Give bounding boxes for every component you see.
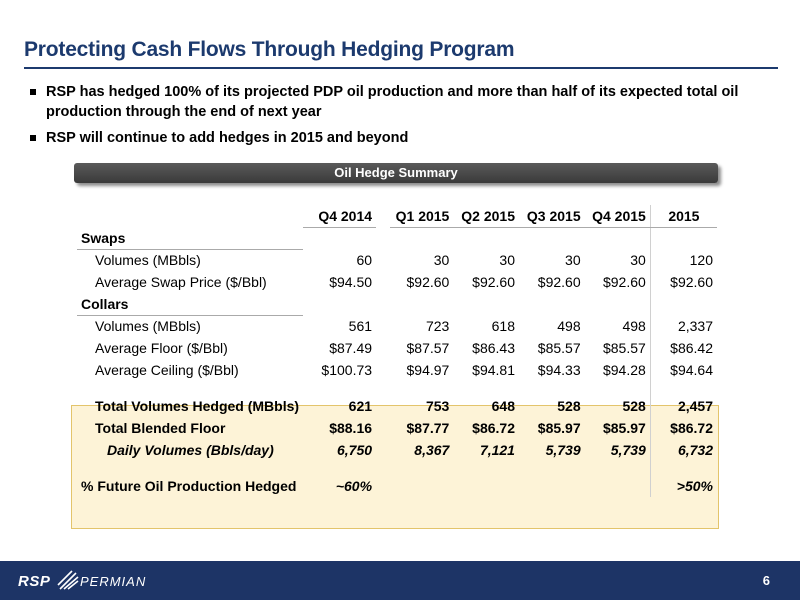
- cell: $85.57: [602, 340, 646, 356]
- cell: 8,367: [414, 442, 450, 458]
- hedge-table: Q4 2014 Q1 2015 Q2 2015 Q3 2015 Q4 2015 …: [77, 205, 717, 497]
- cell: $94.97: [406, 362, 450, 378]
- bullet-square-icon: [30, 89, 36, 95]
- column-header: Q1 2015: [389, 205, 454, 228]
- cell: 498: [557, 318, 581, 334]
- cell: $86.42: [649, 337, 717, 359]
- table-row: Volumes (MBbls) 60 30 30 30 30 120: [77, 249, 717, 271]
- cell: 2,337: [649, 315, 717, 337]
- cell: $94.33: [537, 362, 581, 378]
- cell: $94.28: [602, 362, 646, 378]
- cell: 30: [630, 252, 646, 268]
- section-row-swaps: Swaps: [77, 227, 717, 250]
- title-divider: [24, 67, 778, 69]
- rsp-permian-logo: RSP PERMIAN: [16, 569, 156, 593]
- cell: $92.60: [649, 271, 717, 293]
- cell: 618: [491, 318, 515, 334]
- row-label: Volumes (MBbls): [95, 252, 201, 269]
- cell: $94.64: [649, 359, 717, 381]
- cell: >50%: [649, 475, 717, 497]
- column-header: Q4 2015: [584, 205, 651, 228]
- row-label: Total Volumes Hedged (MBbls): [95, 398, 300, 414]
- cell: 120: [649, 249, 717, 271]
- cell: $85.57: [537, 340, 581, 356]
- cell: $92.60: [602, 274, 646, 290]
- table-header-row: Q4 2014 Q1 2015 Q2 2015 Q3 2015 Q4 2015 …: [77, 205, 717, 228]
- cell: 528: [622, 398, 646, 414]
- cell: 30: [433, 252, 450, 268]
- column-header: Q4 2014: [303, 205, 377, 228]
- column-header: Q2 2015: [453, 205, 519, 228]
- bullet-item: RSP has hedged 100% of its projected PDP…: [28, 82, 768, 122]
- row-label: Total Blended Floor: [95, 420, 226, 436]
- cell: 30: [565, 252, 581, 268]
- cell: 5,739: [610, 442, 646, 458]
- logo-rsp-text: RSP: [18, 573, 51, 590]
- bullet-square-icon: [30, 135, 36, 141]
- section-row-collars: Collars: [77, 293, 717, 316]
- cell: 621: [348, 398, 373, 414]
- row-label: Average Swap Price ($/Bbl): [95, 274, 267, 290]
- cell: 60: [356, 252, 373, 268]
- cell: 30: [499, 252, 515, 268]
- row-label: Daily Volumes (Bbls/day): [107, 442, 274, 458]
- row-label: Volumes (MBbls): [95, 318, 201, 335]
- row-label: Average Ceiling ($/Bbl): [95, 362, 239, 378]
- cell: $94.50: [329, 274, 373, 290]
- cell: 561: [348, 318, 373, 334]
- cell: $86.72: [472, 420, 515, 436]
- cell: $92.60: [537, 274, 581, 290]
- cell: $87.57: [406, 340, 450, 356]
- cell: 498: [622, 318, 646, 334]
- cell: 2,457: [649, 395, 717, 417]
- table-row: Volumes (MBbls) 561 723 618 498 498 2,33…: [77, 315, 717, 337]
- bullet-item: RSP will continue to add hedges in 2015 …: [28, 128, 768, 148]
- cell: ~60%: [335, 478, 373, 494]
- cell: 753: [425, 398, 450, 414]
- table-row: Average Swap Price ($/Bbl) $94.50 $92.60…: [77, 271, 717, 293]
- cell: $85.97: [602, 420, 646, 436]
- cell: 723: [425, 318, 450, 334]
- column-header: 2015: [649, 205, 717, 228]
- cell: $85.97: [537, 420, 581, 436]
- daily-volumes-row: Daily Volumes (Bbls/day) 6,750 8,367 7,1…: [77, 439, 717, 461]
- cell: 6,732: [649, 439, 717, 461]
- table-row: Average Floor ($/Bbl) $87.49 $87.57 $86.…: [77, 337, 717, 359]
- page-title: Protecting Cash Flows Through Hedging Pr…: [24, 38, 515, 61]
- section-label: Swaps: [77, 227, 304, 250]
- row-label: Average Floor ($/Bbl): [95, 340, 228, 356]
- row-label: % Future Oil Production Hedged: [81, 478, 297, 494]
- total-volumes-row: Total Volumes Hedged (MBbls) 621 753 648…: [77, 395, 717, 417]
- cell: 5,739: [545, 442, 581, 458]
- cell: $87.77: [406, 420, 450, 436]
- bullet-text: RSP has hedged 100% of its projected PDP…: [46, 84, 739, 120]
- logo-burst-icon: [57, 570, 79, 590]
- total-blended-floor-row: Total Blended Floor $88.16 $87.77 $86.72…: [77, 417, 717, 439]
- oil-hedge-summary-banner: Oil Hedge Summary: [74, 163, 718, 183]
- logo-permian-text: PERMIAN: [80, 574, 147, 589]
- cell: $100.73: [321, 362, 373, 378]
- footer-bar: RSP PERMIAN 6: [0, 561, 800, 600]
- bullet-text: RSP will continue to add hedges in 2015 …: [46, 130, 409, 146]
- cell: $94.81: [472, 362, 515, 378]
- cell: 648: [491, 398, 515, 414]
- cell: $92.60: [472, 274, 515, 290]
- cell: 7,121: [479, 442, 515, 458]
- cell: $92.60: [406, 274, 450, 290]
- cell: $86.72: [649, 417, 717, 439]
- table-row: Average Ceiling ($/Bbl) $100.73 $94.97 $…: [77, 359, 717, 381]
- section-label: Collars: [77, 293, 304, 316]
- totals-highlight-box: [71, 405, 719, 529]
- bullet-list: RSP has hedged 100% of its projected PDP…: [28, 82, 768, 154]
- cell: $87.49: [329, 340, 373, 356]
- cell: $88.16: [329, 420, 373, 436]
- column-header: Q3 2015: [518, 205, 585, 228]
- cell: 6,750: [336, 442, 373, 458]
- future-production-hedged-row: % Future Oil Production Hedged ~60% >50%: [77, 475, 717, 497]
- cell: 528: [557, 398, 581, 414]
- cell: $86.43: [472, 340, 515, 356]
- page-number: 6: [762, 573, 770, 588]
